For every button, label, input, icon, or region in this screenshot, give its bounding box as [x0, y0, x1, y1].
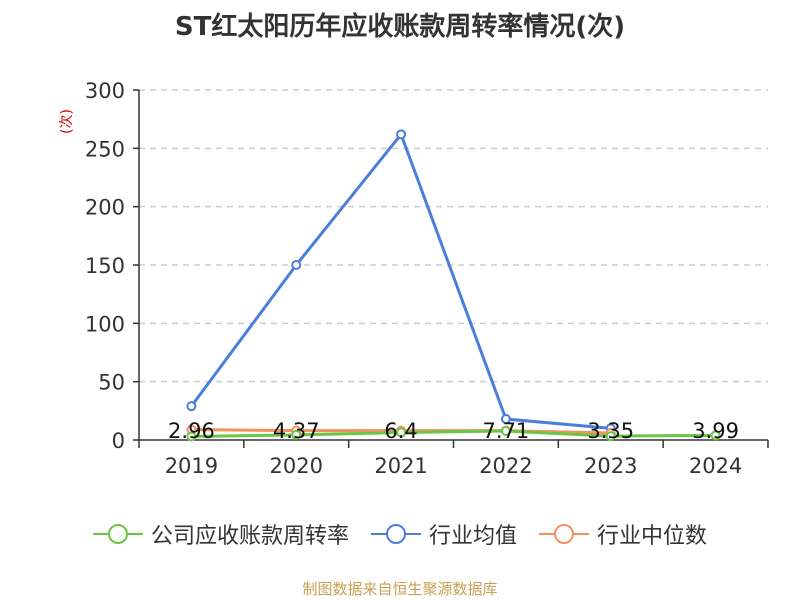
data-label: 6.4 — [384, 419, 417, 443]
data-label: 3.35 — [587, 419, 634, 443]
data-point — [605, 431, 616, 442]
y-tick-label: 100 — [85, 312, 125, 336]
x-tick-label: 2024 — [689, 454, 742, 478]
x-tick-label: 2022 — [479, 454, 532, 478]
x-tick-label: 2023 — [584, 454, 637, 478]
data-point — [396, 427, 407, 438]
legend-label-company: 公司应收账款周转率 — [150, 524, 349, 549]
data-label: 7.71 — [483, 419, 530, 443]
y-tick-label: 250 — [85, 137, 125, 161]
x-tick-label: 2019 — [165, 454, 218, 478]
x-tick-label: 2021 — [374, 454, 427, 478]
legend-marker-company — [92, 524, 143, 544]
data-source-note: 制图数据来自恒生聚源数据库 — [302, 580, 498, 598]
data-point — [291, 429, 302, 440]
data-point — [186, 401, 197, 412]
chart-title: ST红太阳历年应收账款周转率情况(次) — [174, 12, 626, 42]
legend-label-industry-median: 行业中位数 — [597, 524, 708, 549]
data-label: 4.37 — [273, 419, 320, 443]
legend-label-industry-mean: 行业均值 — [428, 524, 517, 549]
legend-item-company[interactable]: 公司应收账款周转率 — [92, 518, 349, 550]
legend-item-industry-median[interactable]: 行业中位数 — [539, 518, 707, 550]
legend-item-industry-mean[interactable]: 行业均值 — [370, 518, 517, 550]
series-line — [190, 132, 611, 430]
data-label: 2.96 — [168, 419, 215, 443]
y-tick-label: 0 — [112, 429, 125, 453]
y-tick-label: 300 — [85, 79, 125, 103]
legend-marker-industry-mean — [370, 524, 421, 544]
data-point — [500, 426, 511, 437]
legend-marker-industry-median — [539, 524, 589, 544]
data-point — [291, 260, 302, 270]
series-line — [191, 429, 716, 439]
data-point — [396, 129, 407, 140]
y-tick-label: 200 — [85, 196, 125, 220]
x-tick-label: 2020 — [270, 454, 323, 478]
data-label: 3.99 — [692, 419, 739, 443]
y-tick-label: 150 — [85, 254, 125, 278]
data-point — [710, 430, 721, 441]
data-point — [186, 431, 197, 442]
data-point — [500, 414, 511, 424]
y-tick-label: 50 — [98, 371, 125, 395]
legend: 公司应收账款周转率 行业均值 行业中位数 — [0, 518, 800, 550]
